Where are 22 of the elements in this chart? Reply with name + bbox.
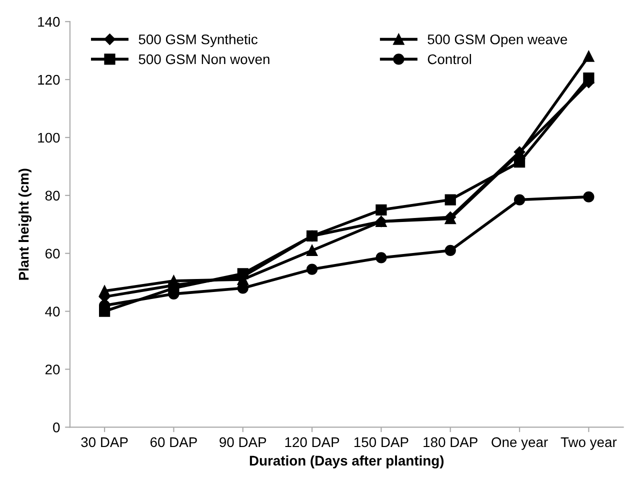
x-tick-label: 90 DAP — [220, 437, 266, 448]
x-tick-label: One year — [492, 437, 548, 450]
y-tick-label: 20 — [45, 364, 60, 374]
y-tick-label: 0 — [53, 422, 60, 432]
x-tick-label: Two year — [560, 437, 617, 450]
x-tick-label: 180 DAP — [424, 437, 478, 448]
y-tick-label: 120 — [38, 74, 60, 85]
y-axis-title: Plant height (cm) — [18, 168, 32, 280]
x-tick-label: 150 DAP — [354, 437, 408, 448]
x-tick-label: 30 DAP — [81, 437, 128, 448]
legend-label: 500 GSM Synthetic — [138, 34, 258, 48]
x-tick-label: 60 DAP — [150, 437, 197, 448]
legend-label: Control — [428, 54, 472, 64]
y-tick-label: 100 — [38, 132, 60, 143]
x-tick-label: 120 DAP — [285, 437, 340, 448]
legend-label: 500 GSM Open weave — [428, 34, 568, 48]
x-axis-title: Duration (Days after planting) — [250, 455, 444, 468]
y-tick-label: 60 — [45, 248, 60, 259]
y-tick-label: 140 — [38, 16, 60, 27]
y-tick-label: 40 — [45, 306, 60, 316]
y-tick-label: 80 — [45, 190, 60, 201]
legend-label: 500 GSM Non woven — [138, 54, 270, 64]
